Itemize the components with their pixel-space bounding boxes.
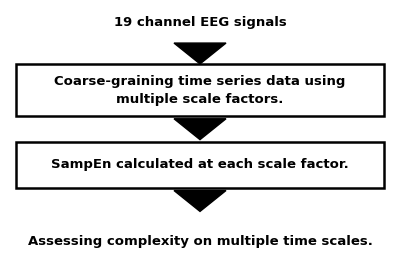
Text: SampEn calculated at each scale factor.: SampEn calculated at each scale factor. — [51, 158, 349, 171]
Polygon shape — [174, 43, 226, 64]
FancyBboxPatch shape — [16, 64, 384, 116]
Text: Coarse-graining time series data using
multiple scale factors.: Coarse-graining time series data using m… — [54, 75, 346, 105]
Polygon shape — [174, 119, 226, 140]
Text: Assessing complexity on multiple time scales.: Assessing complexity on multiple time sc… — [28, 235, 372, 248]
Text: 19 channel EEG signals: 19 channel EEG signals — [114, 16, 286, 29]
Polygon shape — [174, 191, 226, 211]
FancyBboxPatch shape — [16, 142, 384, 188]
